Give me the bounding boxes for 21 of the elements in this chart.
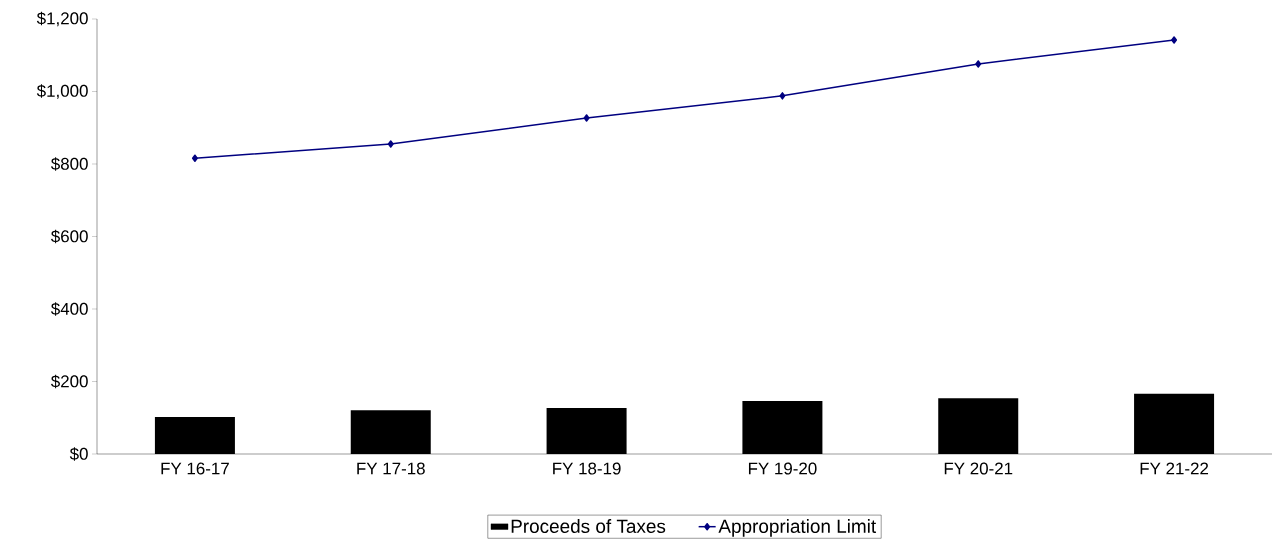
legend-label: Appropriation Limit bbox=[718, 519, 877, 537]
point bbox=[387, 140, 394, 148]
legend-label: Proceeds of Taxes bbox=[511, 519, 666, 533]
y-tick-label: $200 bbox=[50, 374, 88, 389]
y-tick-label: $1,200 bbox=[36, 11, 88, 27]
x-tick-label: FY 20-21 bbox=[944, 462, 1013, 475]
x-tick-label: FY 16-17 bbox=[161, 462, 229, 475]
point bbox=[779, 92, 786, 100]
x-tick-label: FY 21-22 bbox=[1140, 462, 1209, 475]
x-tick-label: FY 17-18 bbox=[357, 462, 425, 475]
x-tick-label: FY 19-20 bbox=[748, 462, 817, 475]
y-tick-label: $0 bbox=[69, 447, 88, 461]
point bbox=[583, 114, 590, 122]
y-tick-label: $1,000 bbox=[36, 84, 88, 99]
y-tick-label: $800 bbox=[50, 157, 88, 171]
y-tick-label: $600 bbox=[50, 229, 88, 244]
y-tick-label: $400 bbox=[50, 302, 88, 316]
point bbox=[191, 154, 198, 162]
point bbox=[1171, 36, 1178, 44]
x-tick-label: FY 18-19 bbox=[553, 462, 621, 475]
point bbox=[975, 60, 982, 68]
